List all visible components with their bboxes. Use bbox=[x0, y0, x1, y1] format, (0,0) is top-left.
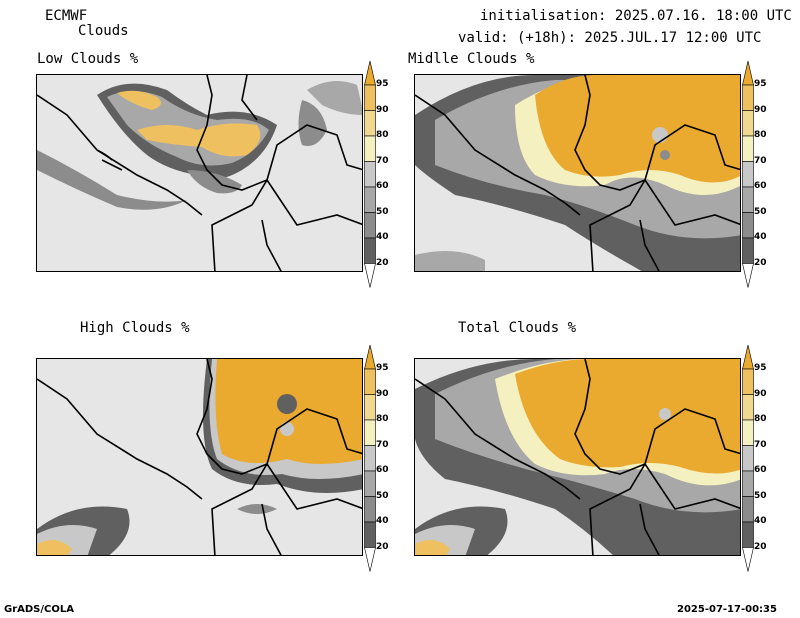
colorbar-swatches bbox=[364, 344, 376, 572]
colorbar-label-70: 70 bbox=[754, 439, 767, 450]
colorbar-swatches bbox=[364, 60, 376, 288]
high-clouds-map bbox=[36, 358, 363, 556]
colorbar-label-90: 90 bbox=[754, 104, 767, 115]
colorbar-swatch-90-95 bbox=[364, 368, 376, 395]
colorbar-label-50: 50 bbox=[754, 490, 767, 501]
colorbar-swatch-80-90 bbox=[742, 110, 754, 137]
colorbar-label-20: 20 bbox=[754, 257, 767, 268]
colorbar-label-60: 60 bbox=[754, 465, 767, 475]
panel-title-total: Total Clouds % bbox=[458, 320, 577, 336]
colorbar-label-60: 60 bbox=[754, 181, 767, 191]
colorbar-swatch-above-95 bbox=[364, 344, 376, 370]
colorbar-swatch-below-20 bbox=[364, 263, 376, 288]
colorbar-swatch-60-70 bbox=[742, 445, 754, 472]
colorbar-swatch-40-50 bbox=[742, 496, 754, 523]
colorbar-swatch-20-40 bbox=[364, 521, 376, 548]
colorbar-label-70: 70 bbox=[754, 155, 767, 166]
colorbar-low: 95 90 80 70 60 50 40 20 bbox=[364, 60, 404, 290]
colorbar-label-90: 90 bbox=[376, 104, 389, 115]
colorbar-swatch-20-40 bbox=[742, 521, 754, 548]
colorbar-label-95: 95 bbox=[754, 363, 767, 373]
colorbar-label-90: 90 bbox=[754, 388, 767, 399]
colorbar-swatch-20-40 bbox=[364, 237, 376, 264]
colorbar-swatch-50-60 bbox=[742, 470, 754, 497]
low-clouds-map bbox=[36, 74, 363, 272]
colorbar-swatch-below-20 bbox=[742, 263, 754, 288]
colorbar-label-60: 60 bbox=[376, 465, 389, 475]
colorbar-swatches bbox=[742, 60, 754, 288]
colorbar-label-95: 95 bbox=[754, 79, 767, 89]
colorbar-swatch-80-90 bbox=[364, 110, 376, 137]
valid-time: valid: (+18h): 2025.JUL.17 12:00 UTC bbox=[458, 30, 762, 46]
colorbar-label-90: 90 bbox=[376, 388, 389, 399]
colorbar-label-80: 80 bbox=[376, 130, 389, 140]
middle-clouds-field bbox=[415, 75, 740, 271]
colorbar-label-50: 50 bbox=[754, 206, 767, 217]
colorbar-swatch-40-50 bbox=[742, 212, 754, 239]
colorbar-swatch-50-60 bbox=[742, 186, 754, 213]
colorbar-label-20: 20 bbox=[376, 257, 389, 268]
middle-clouds-map bbox=[414, 74, 741, 272]
colorbar-label-95: 95 bbox=[376, 363, 389, 373]
panel-title-high: High Clouds % bbox=[80, 320, 190, 336]
colorbar-mid: 95 90 80 70 60 50 40 20 bbox=[742, 60, 782, 290]
colorbar-total: 95 90 80 70 60 50 40 20 bbox=[742, 344, 782, 574]
colorbar-swatch-90-95 bbox=[742, 368, 754, 395]
colorbar-swatch-60-70 bbox=[364, 445, 376, 472]
colorbar-label-40: 40 bbox=[376, 232, 389, 242]
colorbar-swatch-70-80 bbox=[742, 135, 754, 162]
colorbar-label-95: 95 bbox=[376, 79, 389, 89]
colorbar-swatch-90-95 bbox=[742, 84, 754, 111]
high-clouds-field bbox=[37, 359, 362, 555]
panel-title-mid: Midlle Clouds % bbox=[408, 51, 535, 67]
colorbar-swatch-above-95 bbox=[742, 344, 754, 370]
low-clouds-field bbox=[37, 75, 362, 271]
colorbar-label-80: 80 bbox=[754, 414, 767, 424]
colorbar-label-40: 40 bbox=[754, 516, 767, 526]
colorbar-label-70: 70 bbox=[376, 155, 389, 166]
colorbar-swatch-90-95 bbox=[364, 84, 376, 111]
colorbar-swatch-above-95 bbox=[364, 60, 376, 86]
colorbar-swatch-50-60 bbox=[364, 186, 376, 213]
product-name: Clouds bbox=[78, 23, 129, 39]
colorbar-swatch-below-20 bbox=[364, 547, 376, 572]
initialisation-time: initialisation: 2025.07.16. 18:00 UTC bbox=[480, 8, 792, 24]
model-name: ECMWF bbox=[45, 8, 88, 24]
footer-timestamp: 2025-07-17-00:35 bbox=[677, 604, 777, 615]
colorbar-label-40: 40 bbox=[376, 516, 389, 526]
colorbar-high: 95 90 80 70 60 50 40 20 bbox=[364, 344, 404, 574]
colorbar-swatch-above-95 bbox=[742, 60, 754, 86]
colorbar-swatch-80-90 bbox=[742, 394, 754, 421]
colorbar-swatch-below-20 bbox=[742, 547, 754, 572]
colorbar-label-50: 50 bbox=[376, 206, 389, 217]
colorbar-label-20: 20 bbox=[754, 541, 767, 552]
colorbar-swatch-60-70 bbox=[742, 161, 754, 188]
colorbar-swatches bbox=[742, 344, 754, 572]
colorbar-label-40: 40 bbox=[754, 232, 767, 242]
colorbar-label-70: 70 bbox=[376, 439, 389, 450]
colorbar-label-20: 20 bbox=[376, 541, 389, 552]
colorbar-label-50: 50 bbox=[376, 490, 389, 501]
colorbar-swatch-70-80 bbox=[742, 419, 754, 446]
colorbar-swatch-50-60 bbox=[364, 470, 376, 497]
colorbar-swatch-20-40 bbox=[742, 237, 754, 264]
colorbar-swatch-80-90 bbox=[364, 394, 376, 421]
colorbar-swatch-70-80 bbox=[364, 419, 376, 446]
colorbar-swatch-70-80 bbox=[364, 135, 376, 162]
total-clouds-map bbox=[414, 358, 741, 556]
footer-software: GrADS/COLA bbox=[4, 604, 74, 615]
colorbar-swatch-40-50 bbox=[364, 212, 376, 239]
panel-title-low: Low Clouds % bbox=[37, 51, 139, 67]
total-clouds-field bbox=[415, 359, 740, 555]
colorbar-swatch-60-70 bbox=[364, 161, 376, 188]
colorbar-label-80: 80 bbox=[754, 130, 767, 140]
colorbar-swatch-40-50 bbox=[364, 496, 376, 523]
colorbar-label-80: 80 bbox=[376, 414, 389, 424]
colorbar-label-60: 60 bbox=[376, 181, 389, 191]
